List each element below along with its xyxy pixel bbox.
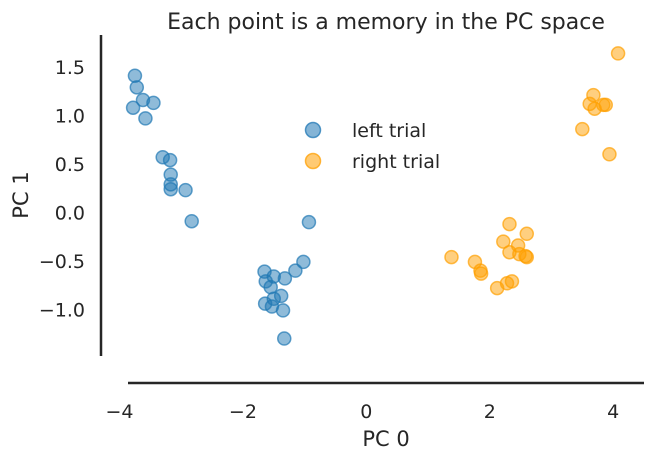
point-right-trial — [575, 121, 590, 137]
legend-label-left-trial: left trial — [352, 120, 426, 142]
x-tick-label: 4 — [607, 401, 619, 423]
point-left-trial — [301, 214, 317, 230]
point-left-trial — [162, 152, 178, 168]
point-right-trial — [473, 266, 489, 281]
legend-marker-left-trial — [304, 121, 322, 139]
point-right-trial — [444, 249, 459, 265]
legend-marker-right-trial — [304, 152, 322, 170]
point-right-trial — [587, 101, 602, 116]
y-tick-label: −1.0 — [39, 299, 85, 321]
y-tick-label: 1.5 — [55, 57, 85, 79]
y-axis-label: PC 1 — [9, 171, 33, 218]
point-right-trial — [610, 46, 626, 61]
point-right-trial — [602, 147, 617, 162]
point-left-trial — [146, 95, 161, 111]
y-tick-label: 0.0 — [55, 202, 85, 224]
point-left-trial — [125, 100, 141, 115]
point-left-trial — [288, 263, 303, 278]
x-tick-label: −2 — [229, 401, 257, 423]
point-left-trial — [138, 111, 153, 126]
legend-label-right-trial: right trial — [352, 151, 440, 173]
point-right-trial — [496, 234, 511, 249]
point-right-trial — [502, 216, 517, 232]
y-tick-label: −0.5 — [39, 251, 85, 273]
point-left-trial — [296, 254, 311, 270]
data-points — [125, 46, 626, 346]
y-tick-label: 1.0 — [55, 105, 85, 127]
x-tick-labels: −4 −2 0 2 4 — [106, 401, 620, 423]
point-left-trial — [129, 80, 145, 95]
chart-title: Each point is a memory in the PC space — [167, 10, 605, 35]
point-left-trial — [277, 271, 293, 286]
point-left-trial — [277, 331, 292, 346]
y-tick-labels: −1.0 −0.5 0.0 0.5 1.0 1.5 — [39, 57, 85, 321]
x-axis-label: PC 0 — [362, 427, 409, 451]
y-tick-label: 0.5 — [55, 154, 85, 176]
point-left-trial — [178, 182, 193, 198]
x-tick-label: 0 — [360, 401, 372, 423]
legend: left trial right trial — [304, 120, 440, 173]
point-left-trial — [184, 213, 199, 229]
x-tick-label: −4 — [106, 401, 134, 423]
point-right-trial — [519, 226, 535, 242]
point-left-trial — [163, 181, 178, 197]
point-right-trial — [519, 249, 535, 265]
point-right-trial — [489, 280, 505, 296]
point-left-trial — [127, 68, 143, 83]
point-left-trial — [275, 303, 291, 318]
x-tick-label: 2 — [484, 401, 496, 423]
